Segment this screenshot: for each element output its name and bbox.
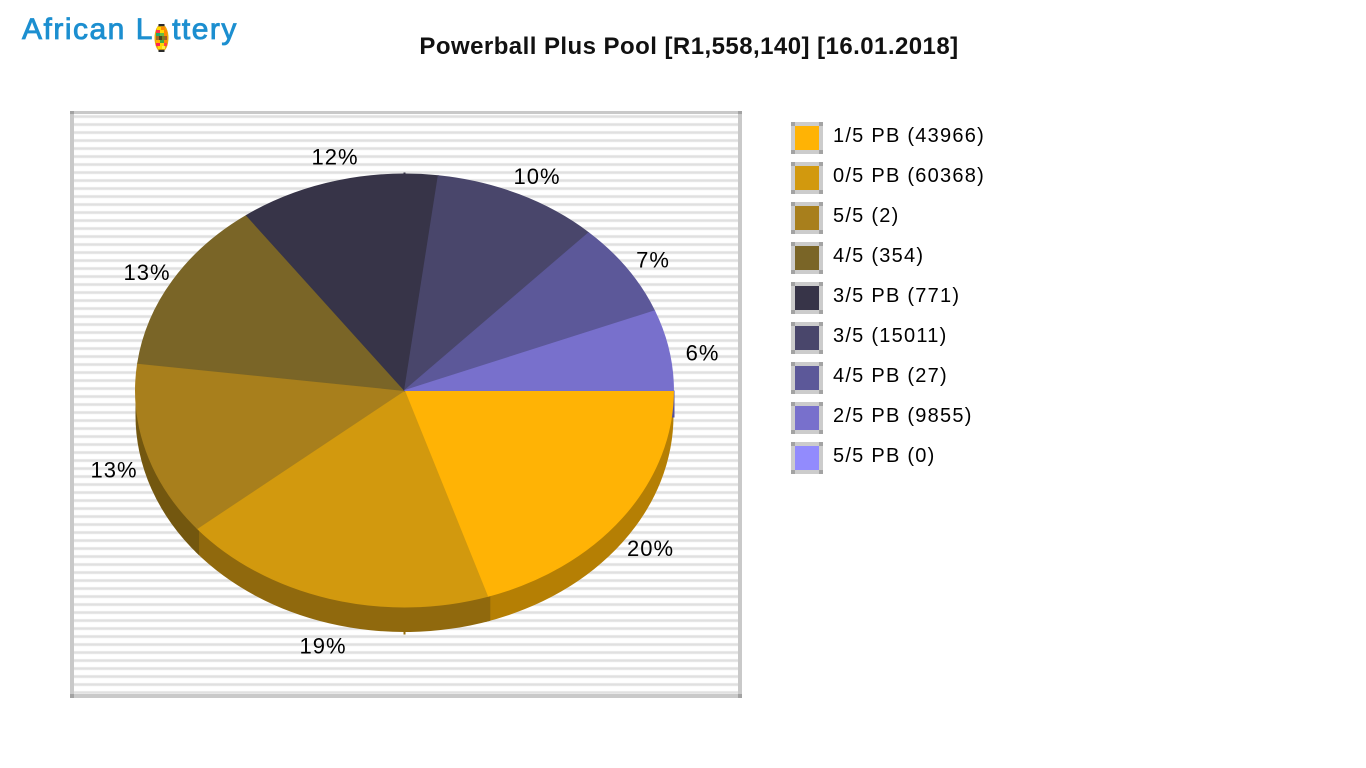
svg-text:7%: 7%	[636, 248, 670, 273]
svg-text:19%: 19%	[299, 634, 346, 659]
svg-text:20%: 20%	[627, 536, 674, 561]
svg-text:13%: 13%	[123, 260, 170, 285]
svg-text:12%: 12%	[311, 145, 358, 170]
svg-text:10%: 10%	[513, 164, 560, 189]
svg-text:13%: 13%	[90, 458, 137, 483]
svg-text:6%: 6%	[686, 341, 720, 366]
